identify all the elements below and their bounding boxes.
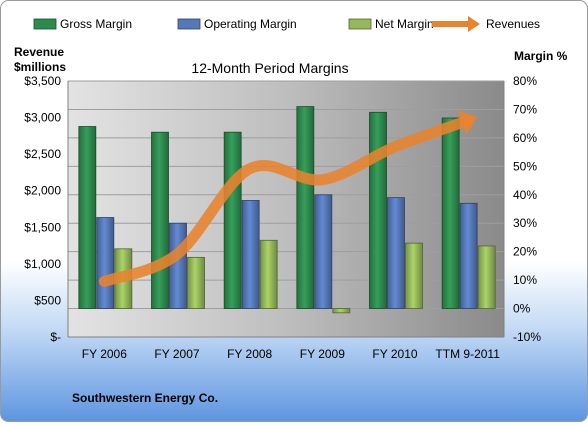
operating-margin-bar [459, 202, 478, 309]
gross-margin-bar [223, 131, 242, 309]
operating-margin-bar [169, 222, 187, 309]
x-tick-label: FY 2007 [154, 347, 199, 361]
right-tick-label: 70% [513, 102, 537, 116]
legend-swatch [348, 18, 372, 30]
left-tick-label: $3,000 [24, 111, 61, 125]
right-tick-label: 60% [513, 131, 537, 145]
chart-title: 12-Month Period Margins [191, 60, 348, 76]
legend-swatch [177, 18, 201, 30]
right-tick-label: 0% [513, 302, 531, 316]
right-tick-label: 20% [513, 245, 537, 259]
net-margin-bar [477, 245, 496, 309]
left-tick-label: $500 [34, 293, 61, 307]
revenues-line [98, 114, 474, 287]
gross-margin-bar [151, 131, 169, 309]
operating-margin-bar [96, 217, 115, 309]
operating-margin-bar [241, 200, 260, 309]
x-tick-label: TTM 9-2011 [435, 347, 500, 361]
legend-swatch-arrowhead [468, 16, 480, 32]
net-margin-bar [332, 308, 351, 314]
gross-margin-bar [78, 126, 97, 309]
net-margin-bar [259, 239, 278, 309]
net-margin-bar [405, 242, 423, 309]
left-tick-label: $3,500 [24, 74, 61, 88]
left-tick-label: $1,000 [24, 257, 61, 271]
right-tick-label: 30% [513, 216, 537, 230]
right-tick-label: 40% [513, 188, 537, 202]
right-axis-label: Margin % [514, 49, 568, 63]
right-tick-label: 80% [513, 74, 537, 88]
x-tick-label: FY 2010 [372, 347, 417, 361]
revenue-line [98, 110, 478, 287]
gross-margin-bar [441, 117, 460, 309]
left-tick-label: $- [50, 330, 61, 344]
footer-company: Southwestern Energy Co. [72, 391, 218, 405]
legend-swatch [33, 18, 57, 30]
right-tick-label: -10% [513, 330, 541, 344]
left-axis-label-line2: $millions [14, 60, 66, 74]
left-tick-label: $2,000 [24, 184, 61, 198]
left-tick-label: $1,500 [24, 220, 61, 234]
x-tick-label: FY 2008 [227, 347, 272, 361]
axes: $- $500 $1,000 $1,500 $2,000 $2,500 $3,000 $3,5… [24, 74, 541, 361]
gridlines [68, 80, 504, 338]
x-tick-label: FY 2006 [82, 347, 127, 361]
legend-label: Net Margin [375, 17, 434, 31]
plot-area [68, 81, 504, 337]
net-margin-bar [187, 256, 205, 309]
operating-margin-bar [387, 197, 405, 309]
legend-label: Revenues [486, 17, 540, 31]
legend-label: Gross Margin [60, 17, 132, 31]
left-axis-label-line1: Revenue [14, 45, 64, 59]
gross-margin-bar [296, 106, 315, 309]
legend-label: Operating Margin [204, 17, 297, 31]
gross-margin-bar [369, 111, 387, 309]
right-tick-label: 50% [513, 159, 537, 173]
x-tick-label: FY 2009 [300, 347, 345, 361]
legend: Gross Margin Operating Margin Net Margin Re… [33, 16, 540, 32]
left-tick-label: $2,500 [24, 147, 61, 161]
right-tick-label: 10% [513, 273, 537, 287]
revenues-arrowhead [457, 110, 478, 135]
operating-margin-bar [314, 194, 333, 309]
